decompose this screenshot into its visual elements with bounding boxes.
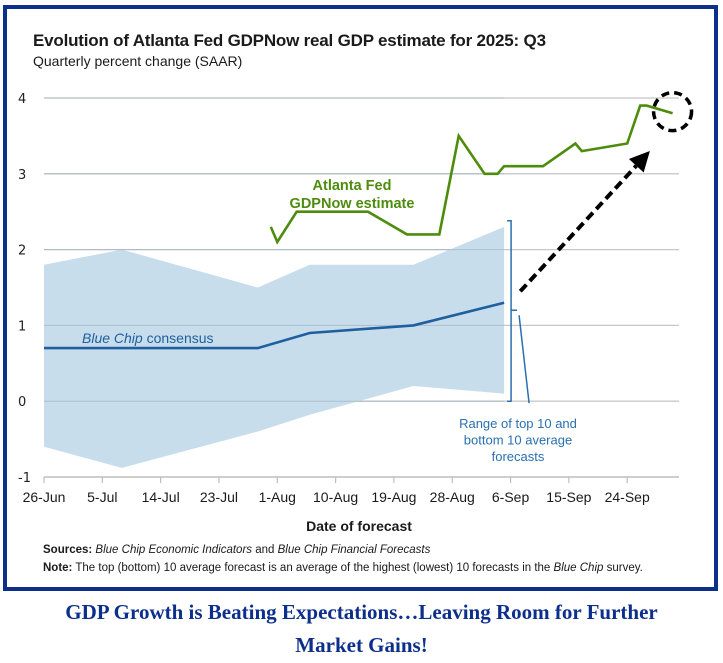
consensus-label-rest: consensus [143, 330, 214, 346]
range-label-line: forecasts [492, 449, 545, 464]
range-leader-line [518, 315, 530, 404]
series-layer [43, 104, 673, 350]
x-tick-label: 14-Jul [142, 489, 180, 505]
x-tick-label: 15-Sep [546, 489, 591, 505]
sources-and: and [252, 544, 278, 556]
x-tick-label: 23-Jul [200, 489, 238, 505]
caption-line-1: GDP Growth is Beating Expectations…Leavi… [65, 600, 658, 624]
forecast-range-band-layer [44, 97, 505, 468]
arrow-head-icon [628, 151, 650, 173]
x-tick-label: 24-Sep [605, 489, 650, 505]
y-tick-label: 2 [18, 244, 26, 259]
x-tick-label: 26-Jun [23, 489, 66, 505]
x-tick-label: 5-Jul [87, 489, 117, 505]
blue-chip-consensus-line [44, 301, 505, 350]
note-text-1: The top (bottom) 10 average forecast is … [72, 562, 554, 574]
sources-title-2: Blue Chip Financial Forecasts [277, 544, 431, 556]
y-tick-label: 3 [18, 168, 26, 183]
y-tick-label: 0 [18, 395, 26, 410]
gdpnow-series-label-line-1: Atlanta Fed [313, 178, 392, 194]
y-tick-label: -1 [18, 471, 31, 486]
note-italic: Blue Chip [553, 562, 604, 574]
consensus-label-italic: Blue Chip [82, 330, 143, 346]
x-tick-label: 10-Aug [313, 489, 358, 505]
y-tick-label: 4 [18, 92, 26, 107]
x-tick-label: 19-Aug [371, 489, 416, 505]
gdpnow-series-label-line-2: GDPNow estimate [290, 196, 415, 212]
range-label-line: Range of top 10 and [459, 416, 577, 431]
labels-layer: Date of forecast 4 3 2 1 0 -1 26-Jun 5-Jul 14-Ju… [18, 92, 650, 534]
annotations-layer [507, 90, 694, 404]
x-tick-label: 6-Sep [492, 489, 530, 505]
range-label-line: bottom 10 average [464, 433, 572, 448]
y-tick-label: 1 [18, 319, 26, 334]
sources-title-1: Blue Chip Economic Indicators [95, 544, 253, 556]
x-tick-label: 28-Aug [430, 489, 475, 505]
x-axis [43, 476, 679, 483]
note-line: Note: The top (bottom) 10 average foreca… [43, 562, 643, 574]
range-bracket [507, 220, 518, 402]
caption: GDP Growth is Beating Expectations…Leavi… [0, 596, 723, 662]
dashed-arrow-shaft [518, 164, 638, 293]
sources-label: Sources: [43, 544, 93, 556]
consensus-series-label: Blue Chip consensus [82, 330, 214, 346]
x-axis-title: Date of forecast [306, 518, 412, 534]
sources-line: Sources: Blue Chip Economic Indicators a… [43, 544, 430, 556]
highlight-dashed-circle [651, 90, 694, 133]
x-tick-label: 1-Aug [259, 489, 296, 505]
chart-title: Evolution of Atlanta Fed GDPNow real GDP… [33, 31, 546, 50]
chart-subtitle: Quarterly percent change (SAAR) [33, 53, 243, 69]
note-label: Note: [43, 562, 73, 574]
note-text-2: survey. [603, 562, 643, 574]
forecast-range-band [44, 226, 505, 468]
caption-line-2: Market Gains! [295, 633, 428, 657]
